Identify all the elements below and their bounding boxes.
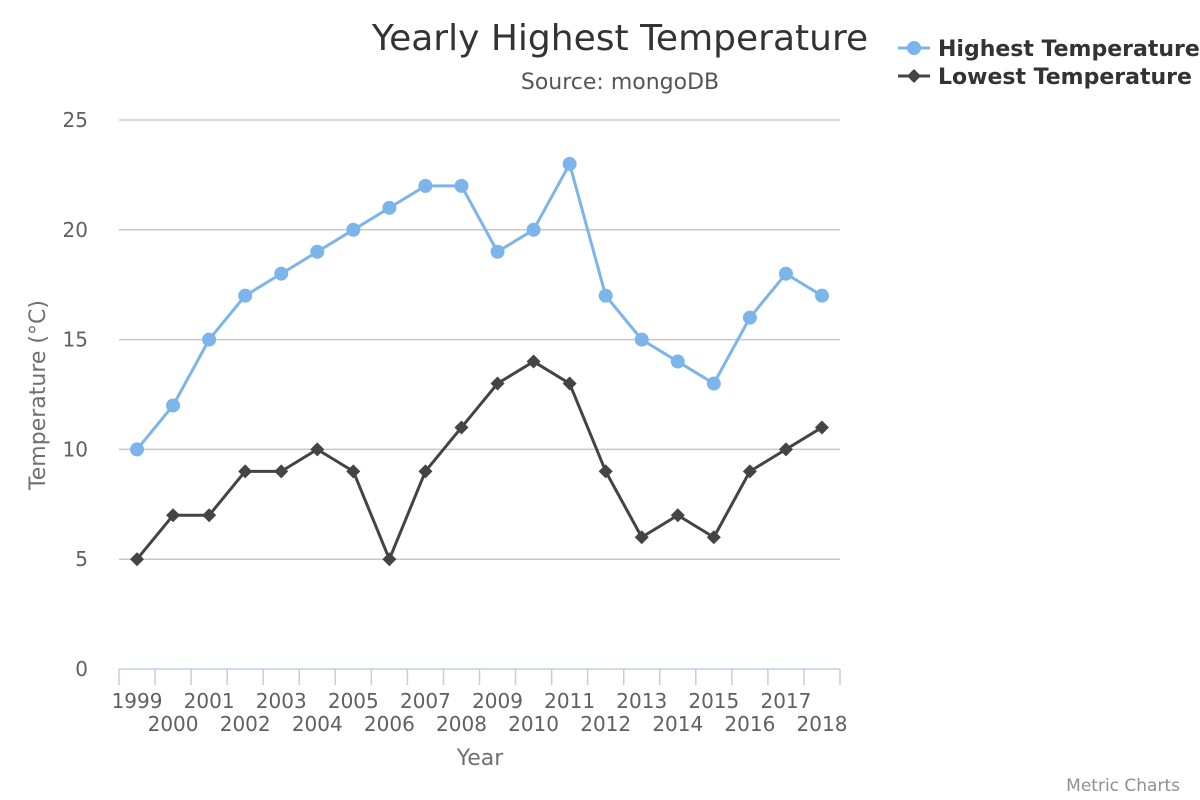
legend-label-highest: Highest Temperature [938,37,1200,62]
series-lowest-temperature [130,354,829,567]
data-point-highest-temperature-2013[interactable] [634,332,649,347]
legend-item-lowest-temperature[interactable]: Lowest Temperature [898,65,1192,90]
y-tick-label-5: 5 [75,547,88,571]
y-tick-label-20: 20 [63,218,88,242]
x-tick-label-2004: 2004 [292,712,343,736]
data-point-lowest-temperature-2004[interactable] [310,442,325,457]
data-point-highest-temperature-2003[interactable] [274,266,289,281]
data-point-highest-temperature-2000[interactable] [166,398,181,413]
x-tick-label-1999: 1999 [112,689,163,713]
chart-subtitle: Source: mongoDB [521,70,719,95]
legend-item-highest-temperature[interactable]: Highest Temperature [898,37,1200,62]
legend-label-lowest: Lowest Temperature [938,65,1192,90]
chart-credits[interactable]: Metric Charts [1066,776,1180,796]
data-point-highest-temperature-2014[interactable] [670,354,685,369]
y-tick-label-15: 15 [63,328,88,352]
x-tick-label-2017: 2017 [760,689,811,713]
x-tick-label-2016: 2016 [724,712,775,736]
data-point-highest-temperature-2009[interactable] [490,244,505,259]
series-highest-temperature [130,156,829,457]
x-tick-label-2003: 2003 [256,689,307,713]
data-point-highest-temperature-2016[interactable] [742,310,757,325]
data-point-lowest-temperature-2001[interactable] [202,508,217,523]
x-tick-label-2006: 2006 [364,712,415,736]
data-point-highest-temperature-2015[interactable] [706,376,721,391]
chart-title: Yearly Highest Temperature [371,18,868,59]
x-tick-label-2002: 2002 [220,712,271,736]
data-point-lowest-temperature-2013[interactable] [634,530,649,545]
data-point-highest-temperature-2001[interactable] [202,332,217,347]
data-point-lowest-temperature-2018[interactable] [814,420,829,435]
data-point-highest-temperature-2012[interactable] [598,288,613,303]
data-point-lowest-temperature-2011[interactable] [562,376,577,391]
series-line-0 [135,162,824,451]
x-tick-label-2005: 2005 [328,689,379,713]
data-point-highest-temperature-1999[interactable] [130,442,145,457]
x-tick-label-2018: 2018 [797,712,848,736]
data-point-highest-temperature-2011[interactable] [562,156,577,171]
data-point-lowest-temperature-2000[interactable] [166,508,181,523]
data-point-lowest-temperature-1999[interactable] [130,552,145,567]
x-tick-label-2012: 2012 [580,712,631,736]
data-point-highest-temperature-2018[interactable] [814,288,829,303]
x-tick-label-2015: 2015 [688,689,739,713]
x-tick-label-2007: 2007 [400,689,451,713]
data-point-lowest-temperature-2003[interactable] [274,464,289,479]
legend-circle-marker-icon [907,41,921,55]
data-point-highest-temperature-2007[interactable] [418,178,433,193]
data-point-lowest-temperature-2015[interactable] [706,530,721,545]
data-point-highest-temperature-2005[interactable] [346,222,361,237]
series-group [130,156,829,567]
y-tick-label-0: 0 [75,657,88,681]
y-tick-label-10: 10 [63,437,88,461]
data-point-highest-temperature-2004[interactable] [310,244,325,259]
x-tick-label-2010: 2010 [508,712,559,736]
data-point-lowest-temperature-2012[interactable] [598,464,613,479]
x-tick-label-2014: 2014 [652,712,703,736]
data-point-highest-temperature-2006[interactable] [382,200,397,215]
x-tick-label-2011: 2011 [544,689,595,713]
x-axis [118,668,841,685]
data-point-lowest-temperature-2016[interactable] [742,464,757,479]
y-axis-ticks: 0 5 10 15 20 25 [63,108,88,681]
legend: Highest Temperature Lowest Temperature [898,37,1200,90]
x-tick-label-2001: 2001 [184,689,235,713]
data-point-lowest-temperature-2008[interactable] [454,420,469,435]
x-tick-label-2009: 2009 [472,689,523,713]
legend-diamond-marker-icon [907,69,921,83]
data-point-highest-temperature-2002[interactable] [238,288,253,303]
data-point-lowest-temperature-2017[interactable] [778,442,793,457]
x-tick-label-2008: 2008 [436,712,487,736]
data-point-lowest-temperature-2007[interactable] [418,464,433,479]
y-axis-title: Temperature (°C) [26,300,51,491]
x-tick-label-2000: 2000 [148,712,199,736]
y-tick-label-25: 25 [63,108,88,132]
data-point-lowest-temperature-2006[interactable] [382,552,397,567]
grid-lines [119,119,840,560]
data-point-highest-temperature-2008[interactable] [454,178,469,193]
data-point-highest-temperature-2010[interactable] [526,222,541,237]
x-axis-title: Year [456,746,505,771]
data-point-lowest-temperature-2010[interactable] [526,354,541,369]
data-point-highest-temperature-2017[interactable] [778,266,793,281]
data-point-lowest-temperature-2014[interactable] [670,508,685,523]
data-point-lowest-temperature-2002[interactable] [238,464,253,479]
data-point-lowest-temperature-2005[interactable] [346,464,361,479]
x-axis-ticks: 1999200020012002200320042005200620072008… [112,689,848,736]
data-point-lowest-temperature-2009[interactable] [490,376,505,391]
x-tick-label-2013: 2013 [616,689,667,713]
